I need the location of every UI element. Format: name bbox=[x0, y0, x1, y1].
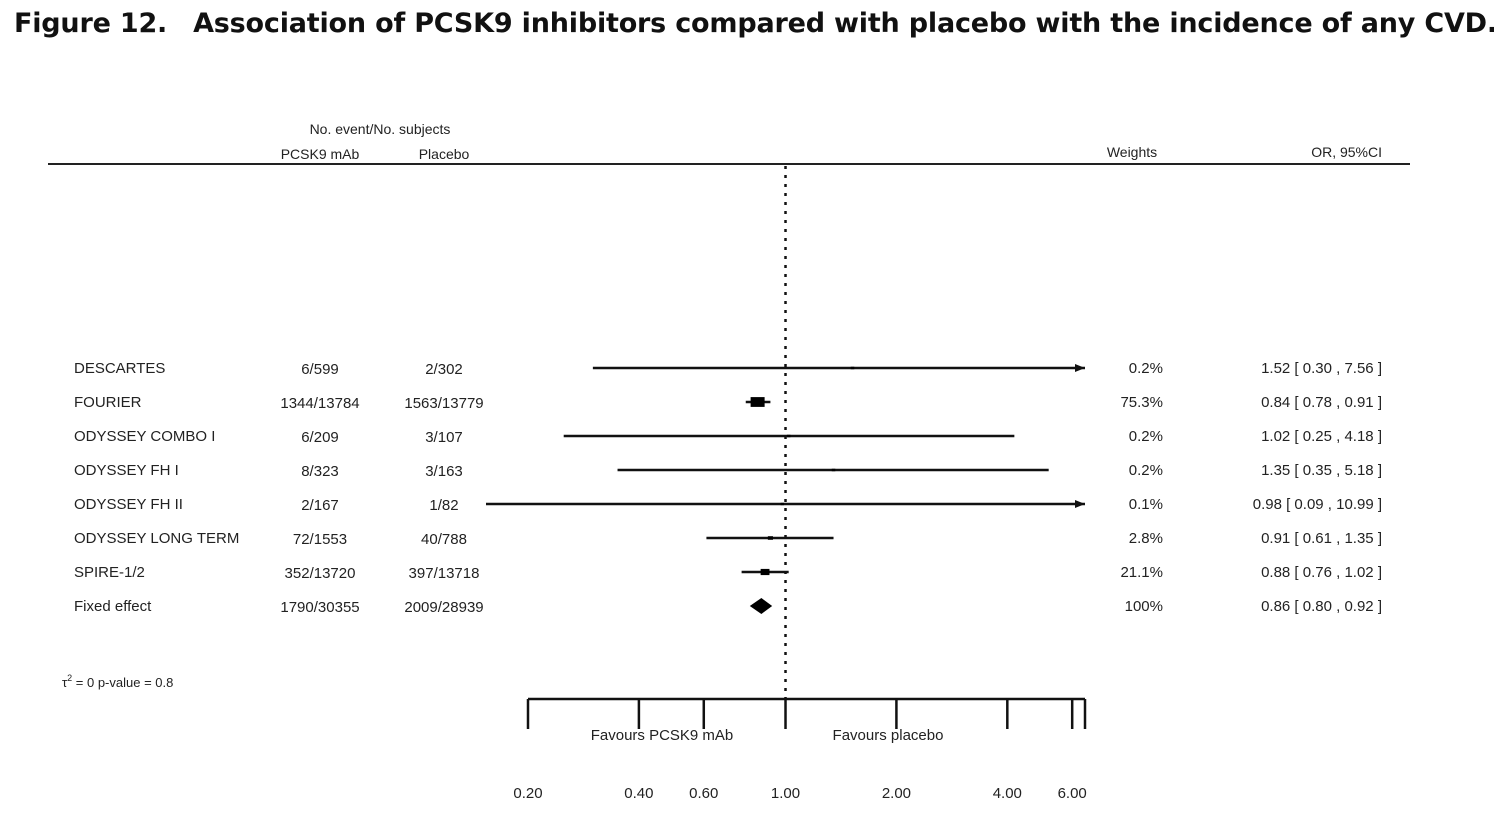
study-2-ci-text: 1.02 [ 0.25 , 4.18 ] bbox=[1261, 428, 1382, 445]
study-2-control-events: 3/107 bbox=[425, 429, 463, 446]
tau-symbol: τ bbox=[62, 675, 68, 690]
study-1-name: FOURIER bbox=[74, 394, 142, 411]
x-tick-label-4: 2.00 bbox=[882, 785, 911, 802]
x-tick-label-5: 4.00 bbox=[993, 785, 1022, 802]
x-tick-label-0: 0.20 bbox=[513, 785, 542, 802]
pooled-control-events: 2009/28939 bbox=[404, 599, 483, 616]
study-6-treatment-events: 352/13720 bbox=[285, 565, 356, 582]
figure-title: Figure 12. Association of PCSK9 inhibitor… bbox=[14, 8, 1494, 39]
study-3-weight: 0.2% bbox=[1129, 462, 1163, 479]
study-2-weight: 0.2% bbox=[1129, 428, 1163, 445]
study-2-name: ODYSSEY COMBO I bbox=[74, 428, 215, 445]
figure-number: Figure 12. bbox=[14, 8, 168, 39]
favours-right-label: Favours placebo bbox=[833, 727, 944, 744]
header-control: Placebo bbox=[419, 146, 470, 162]
study-3-control-events: 3/163 bbox=[425, 463, 463, 480]
header-event-subjects: No. event/No. subjects bbox=[310, 121, 451, 137]
study-3-name: ODYSSEY FH I bbox=[74, 462, 179, 479]
pooled-name: Fixed effect bbox=[74, 598, 152, 615]
study-6-name: SPIRE-1/2 bbox=[74, 564, 145, 581]
study-0-weight: 0.2% bbox=[1129, 360, 1163, 377]
header-weights: Weights bbox=[1107, 144, 1157, 160]
study-0-ci-arrow bbox=[1075, 364, 1085, 372]
pooled-treatment-events: 1790/30355 bbox=[280, 599, 359, 616]
study-6-ci-text: 0.88 [ 0.76 , 1.02 ] bbox=[1261, 564, 1382, 581]
favours-left-label: Favours PCSK9 mAb bbox=[591, 727, 734, 744]
study-2-treatment-events: 6/209 bbox=[301, 429, 339, 446]
pooled-diamond bbox=[749, 598, 773, 614]
study-5-name: ODYSSEY LONG TERM bbox=[74, 530, 239, 547]
x-tick-label-6: 6.00 bbox=[1058, 785, 1087, 802]
study-1-ci-text: 0.84 [ 0.78 , 0.91 ] bbox=[1261, 394, 1382, 411]
study-4-ci-text: 0.98 [ 0.09 , 10.99 ] bbox=[1253, 496, 1382, 513]
study-4-treatment-events: 2/167 bbox=[301, 497, 339, 514]
study-3-point bbox=[831, 468, 836, 472]
pooled-weight: 100% bbox=[1125, 598, 1163, 615]
study-1-weight: 75.3% bbox=[1120, 394, 1163, 411]
study-0-control-events: 2/302 bbox=[425, 361, 463, 378]
study-5-control-events: 40/788 bbox=[421, 531, 467, 548]
study-6-control-events: 397/13718 bbox=[409, 565, 480, 582]
x-tick-label-3: 1.00 bbox=[771, 785, 800, 802]
study-5-point bbox=[767, 536, 773, 540]
study-2-point bbox=[786, 434, 791, 438]
study-5-treatment-events: 72/1553 bbox=[293, 531, 347, 548]
study-5-ci-text: 0.91 [ 0.61 , 1.35 ] bbox=[1261, 530, 1382, 547]
study-1-point bbox=[750, 397, 765, 407]
study-0-ci-text: 1.52 [ 0.30 , 7.56 ] bbox=[1261, 360, 1382, 377]
study-6-point bbox=[760, 568, 770, 576]
study-5-weight: 2.8% bbox=[1129, 530, 1163, 547]
study-0-treatment-events: 6/599 bbox=[301, 361, 339, 378]
x-tick-label-1: 0.40 bbox=[624, 785, 653, 802]
study-3-treatment-events: 8/323 bbox=[301, 463, 339, 480]
study-4-control-events: 1/82 bbox=[429, 497, 458, 514]
study-4-name: ODYSSEY FH II bbox=[74, 496, 183, 513]
study-3-ci-text: 1.35 [ 0.35 , 5.18 ] bbox=[1261, 462, 1382, 479]
study-1-control-events: 1563/13779 bbox=[404, 395, 483, 412]
pooled-ci-text: 0.86 [ 0.80 , 0.92 ] bbox=[1261, 598, 1382, 615]
study-1-treatment-events: 1344/13784 bbox=[280, 395, 359, 412]
study-4-weight: 0.1% bbox=[1129, 496, 1163, 513]
figure-caption: Association of PCSK9 inhibitors compared… bbox=[193, 8, 1494, 39]
heterogeneity-stat: τ2 = 0 p-value = 0.8 bbox=[62, 673, 173, 690]
heterogeneity-text: = 0 p-value = 0.8 bbox=[72, 675, 173, 690]
header-effect: OR, 95%CI bbox=[1311, 144, 1382, 160]
tau-superscript: 2 bbox=[67, 673, 72, 683]
study-0-name: DESCARTES bbox=[74, 360, 165, 377]
study-4-ci-arrow bbox=[1075, 500, 1085, 508]
study-4-point bbox=[780, 502, 784, 506]
header-treatment: PCSK9 mAb bbox=[281, 146, 360, 162]
study-0-point bbox=[850, 366, 855, 370]
study-6-weight: 21.1% bbox=[1120, 564, 1163, 581]
x-tick-label-2: 0.60 bbox=[689, 785, 718, 802]
